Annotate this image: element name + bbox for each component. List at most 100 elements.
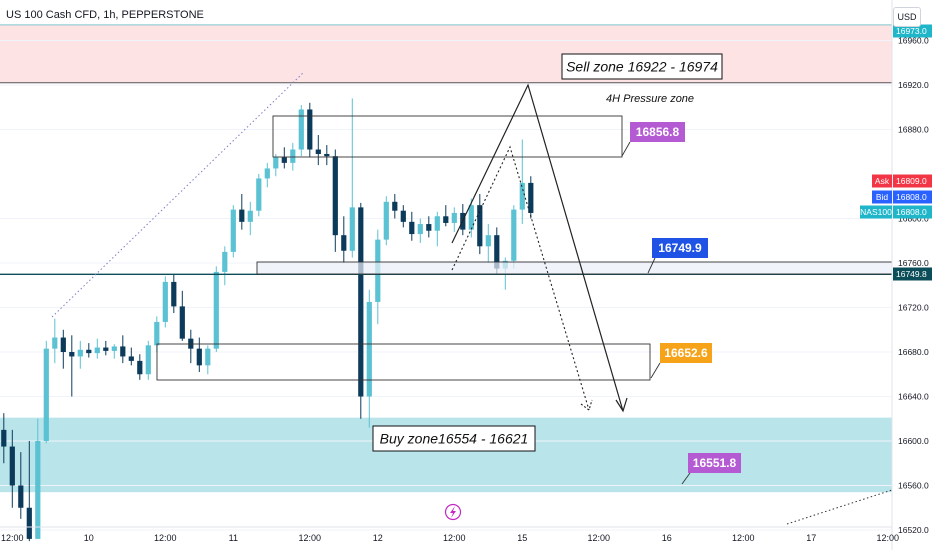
axis-tag-top-bg [893,24,932,38]
side-tag-instrument-bg [860,205,892,219]
x-tick-3: 11 [229,533,238,543]
candle-body [213,271,219,349]
axis-tag-level: 16749.8 [896,269,927,279]
candle-body [247,210,253,222]
candle-body [60,337,66,352]
symbol-title: US 100 Cash CFD, 1h, PEPPERSTONE [6,9,204,21]
candle-body [341,235,347,251]
candle-body [222,251,228,272]
candle-10 [86,343,92,358]
candle-32 [273,153,279,177]
candle-37 [315,135,321,166]
candle-body [417,224,423,235]
trend-dotted-line [51,71,305,318]
candle-body [18,485,24,508]
candle-body [468,205,474,230]
candle-38 [324,145,330,166]
axis-tag-bid: 16808.0 [896,192,927,202]
candle-31 [264,162,270,188]
candle-42 [358,202,364,419]
axis-tag-top: 16973.0 [896,26,927,36]
candle-6 [52,318,58,364]
candle-body [349,207,355,251]
price-callout-16856-box [630,122,685,142]
candle-body [94,347,100,354]
candle-16 [137,354,143,380]
candle-17 [145,340,151,380]
y-tick-4: 16680.0 [898,347,929,357]
candle-5 [43,340,49,444]
candle-body [281,157,287,163]
candle-12 [103,340,109,356]
candle-body [171,281,177,307]
candle-52 [443,205,449,227]
candle-9 [77,340,83,369]
candles-layer [1,98,534,542]
candle-14 [120,335,126,364]
candle-body [324,153,330,157]
candle-body [307,109,313,150]
pressure-box [272,115,623,158]
candle-body [120,346,126,357]
x-tick-4: 12:00 [299,533,322,543]
candle-50 [426,216,432,238]
candle-body [179,306,185,339]
candle-body [77,349,83,357]
x-tick-10: 12:00 [732,533,755,543]
candle-body [298,109,304,150]
x-tick-2: 12:00 [154,533,177,543]
candle-49 [417,218,423,243]
candle-body [196,348,202,366]
lightning-icon [444,503,462,521]
price-callout-16749: 16749.9 [647,238,708,274]
candle-3 [26,441,32,542]
buy-zone-label: Buy zone16554 - 16621 [372,425,536,452]
candle-48 [409,211,415,241]
candle-15 [128,347,134,366]
candle-body [154,321,160,346]
candle-body [519,182,525,210]
candle-body [111,346,117,351]
support-box [256,261,893,275]
candle-body [239,209,245,222]
candle-11 [94,338,100,359]
candle-body [205,348,211,366]
candle-22 [188,329,194,364]
candle-41 [349,98,355,258]
price-callout-16652: 16652.6 [650,343,712,379]
price-axis[interactable]: 16520.0 16560.0 16600.0 16640.0 16680.0 16720… [860,0,932,550]
candle-20 [171,274,177,314]
axis-tag-ask: 16809.0 [896,176,927,186]
candle-body [366,301,372,397]
candle-30 [256,174,262,217]
candle-body [273,157,279,169]
price-callout-16749-text: 16749.9 [658,241,702,255]
candle-body [145,345,151,375]
candle-body [528,182,534,213]
x-tick-12: 12:00 [877,533,900,543]
candle-body [383,201,389,240]
candle-body [162,281,168,322]
time-axis[interactable]: 12:00 10 12:00 11 12:00 12 12:00 15 12:00 16 12:00… [0,526,900,543]
candle-4 [35,418,41,539]
candle-44 [375,229,381,325]
currency-button[interactable]: USD [893,7,921,27]
side-tag-ask-bg [872,174,892,188]
axis-tag-instrument: 16808.0 [896,207,927,217]
candle-1 [9,429,15,508]
candle-29 [247,201,253,236]
candle-body [451,212,457,223]
candle-47 [400,205,406,228]
sell-zone-band [0,24,892,83]
side-tag-ask: Ask [875,176,890,186]
candle-body [1,429,7,447]
x-tick-7: 15 [517,533,527,543]
labels-layer: Sell zone 16922 - 16974 Buy zone16554 - 1… [372,53,741,521]
candle-60 [511,205,517,269]
candle-2 [18,452,24,519]
buy-zone-label-box [372,425,536,452]
candle-33 [281,147,287,169]
projection-solid-path [451,83,624,412]
